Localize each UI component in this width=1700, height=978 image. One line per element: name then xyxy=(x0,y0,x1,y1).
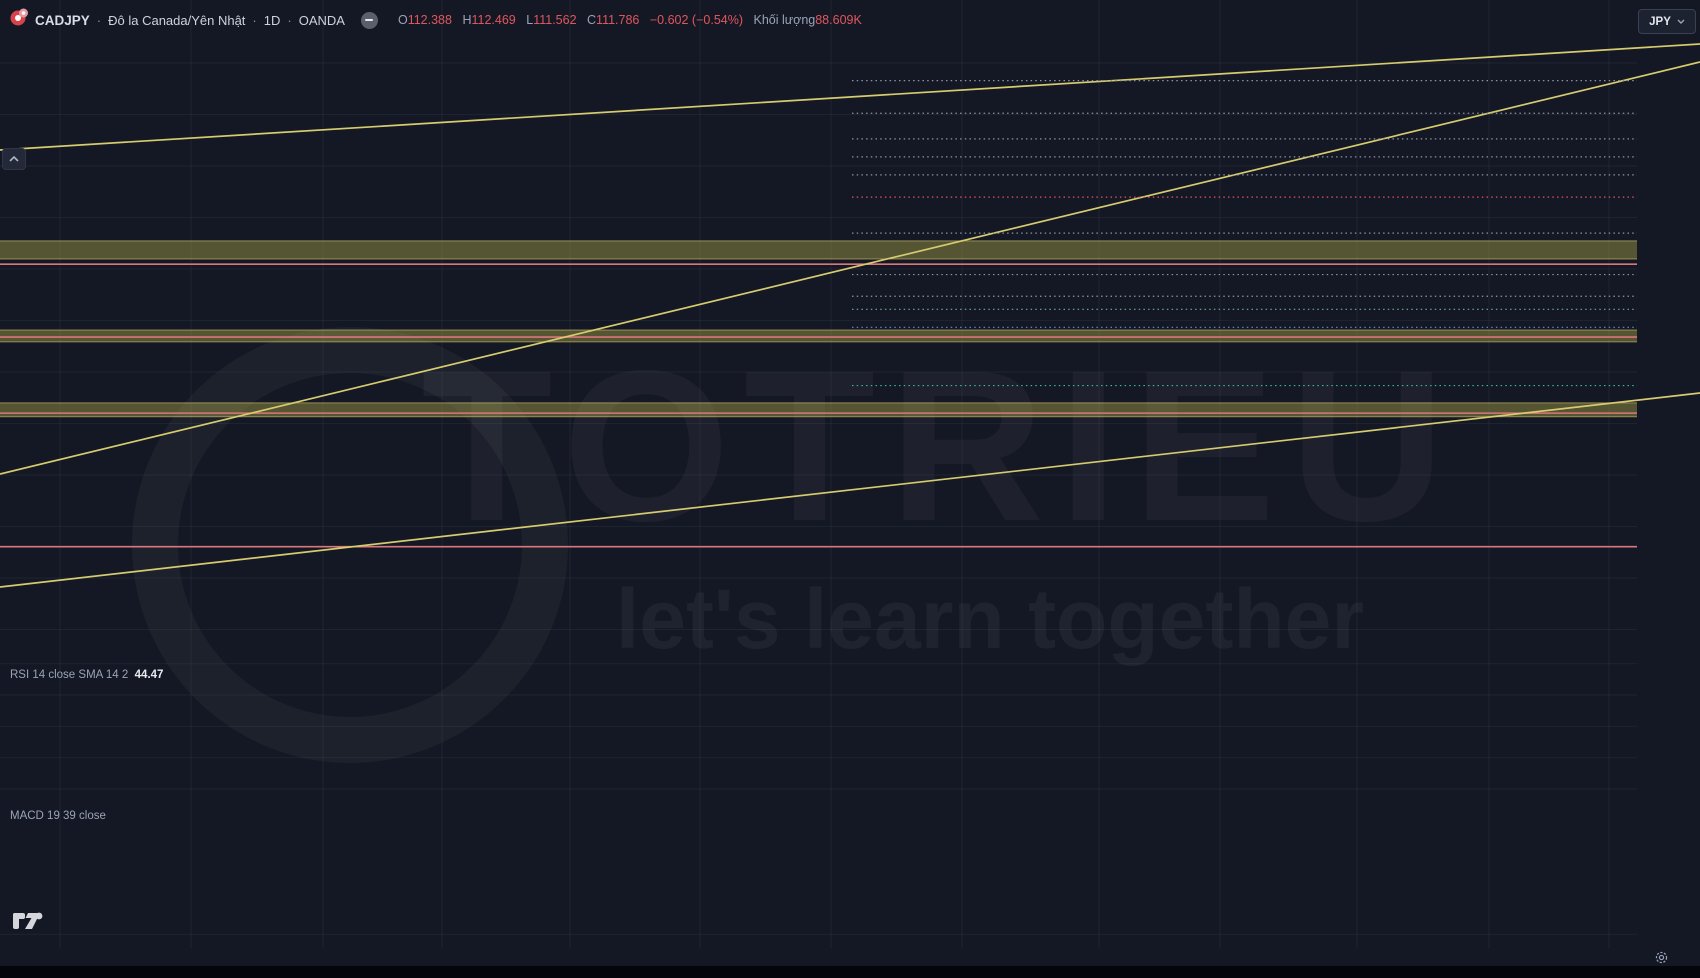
supply-demand-zone[interactable] xyxy=(0,330,1637,342)
rsi-value: 44.47 xyxy=(134,669,164,681)
exchange-label: OANDA xyxy=(298,12,345,28)
high-value: 112.469 xyxy=(471,13,516,27)
change-value: −0.602 (−0.54%) xyxy=(649,13,743,27)
symbol-header: CADJPY · Đô la Canada/Yên Nhật · 1D · OA… xyxy=(10,8,869,32)
watermark-tagline: let's learn together xyxy=(616,572,1364,666)
symbol-description: Đô la Canada/Yên Nhật xyxy=(108,12,246,28)
symbol-name[interactable]: CADJPY xyxy=(35,12,90,28)
collapse-legend-button[interactable] xyxy=(360,11,378,29)
broker-logo-icon xyxy=(10,8,29,32)
ohlc-readout: O112.388 H112.469 L111.562 C111.786 −0.6… xyxy=(397,13,862,27)
macd-header[interactable]: MACD 19 39 close xyxy=(10,810,106,822)
separator: · xyxy=(96,12,102,28)
chevron-down-icon xyxy=(1677,19,1685,24)
watermark-logo-circle xyxy=(132,327,568,763)
close-value: 111.786 xyxy=(596,13,640,27)
open-value: 112.388 xyxy=(407,13,452,27)
watermark-brand: TOTRIEU xyxy=(421,325,1459,566)
tradingview-logo[interactable] xyxy=(12,908,46,935)
time-axis[interactable] xyxy=(0,948,1700,966)
trendline[interactable] xyxy=(0,61,1700,475)
bottom-edge-strip xyxy=(0,966,1700,978)
trendline[interactable] xyxy=(0,392,1700,588)
trendline[interactable] xyxy=(0,43,1700,151)
volume-value: 88.609K xyxy=(815,13,862,27)
timeframe-label[interactable]: 1D xyxy=(263,12,281,28)
currency-label: JPY xyxy=(1649,15,1671,28)
separator: · xyxy=(252,12,257,28)
low-value: 111.562 xyxy=(533,13,577,27)
supply-demand-zone[interactable] xyxy=(0,240,1637,259)
axis-settings-gear-icon[interactable] xyxy=(1654,950,1669,970)
rsi-header[interactable]: RSI 14 close SMA 14 2 44.47 xyxy=(10,669,164,681)
currency-selector[interactable]: JPY xyxy=(1638,9,1696,34)
separator: · xyxy=(287,12,292,28)
legend-collapse-button[interactable] xyxy=(2,148,26,170)
volume-label: Khối lượng xyxy=(753,13,816,27)
